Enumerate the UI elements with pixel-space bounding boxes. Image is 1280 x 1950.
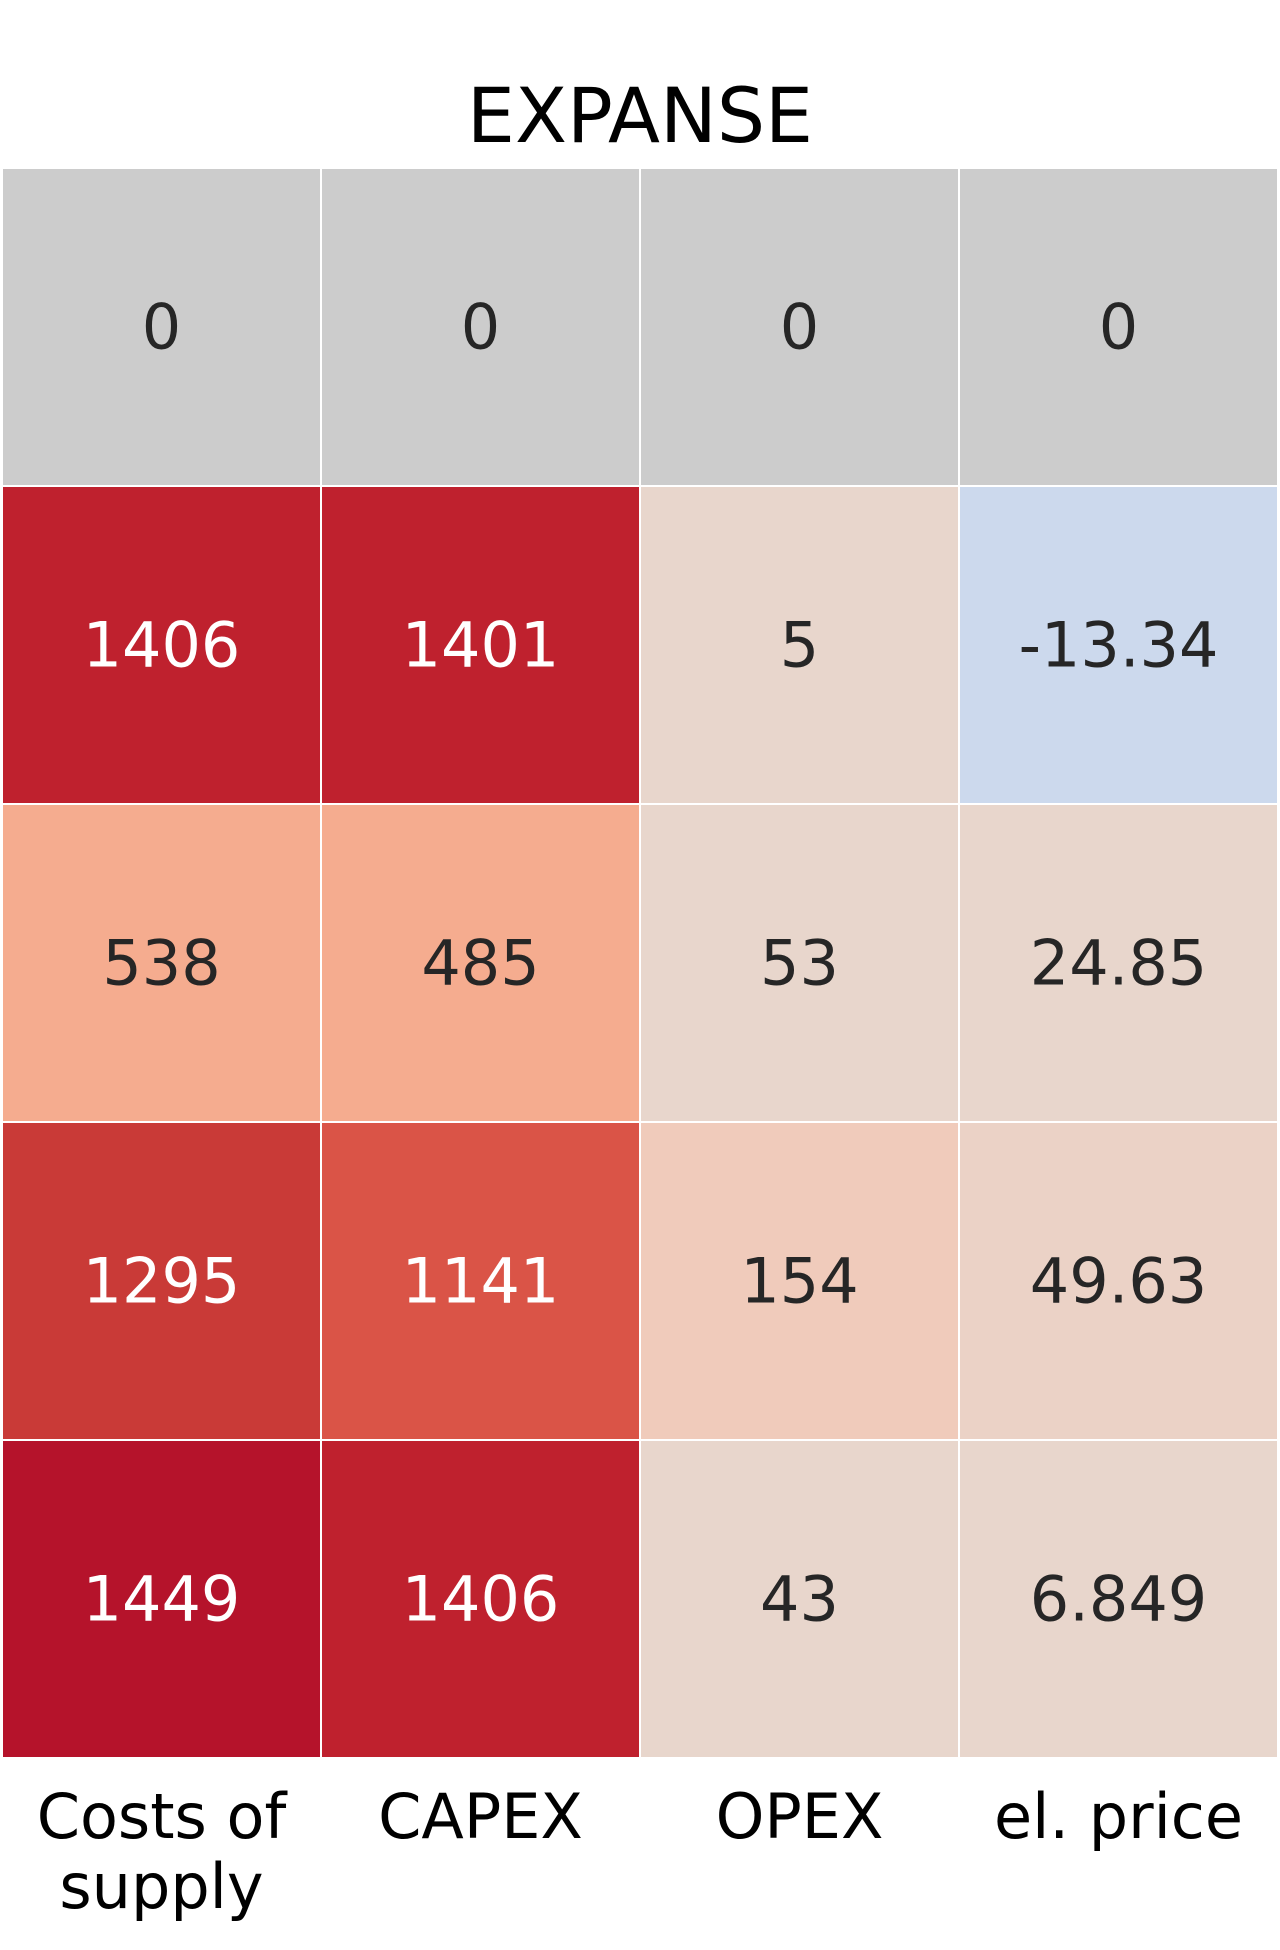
heatmap-cell-r1-c0	[1, 485, 322, 805]
x-tick-label-2: OPEX	[716, 1780, 884, 1853]
x-tick-label-3-line-0: el. price	[994, 1780, 1243, 1853]
cell-label-r3-c0: 1295	[83, 1245, 241, 1318]
cell-label-r1-c3: -13.34	[1019, 609, 1219, 682]
cell-label-r2-c1: 485	[421, 927, 539, 1000]
cell-label-r2-c3: 24.85	[1030, 927, 1208, 1000]
heatmap-cell-r1-c3	[958, 485, 1279, 805]
heatmap-cell-r1-c2	[639, 485, 960, 805]
cell-label-r4-c3: 6.849	[1030, 1563, 1208, 1636]
heatmap-cells	[1, 167, 1279, 1759]
cell-label-r1-c1: 1401	[402, 609, 560, 682]
heatmap-cell-r3-c2	[639, 1121, 960, 1441]
heatmap-cell-r0-c2	[639, 167, 960, 487]
heatmap-cell-r4-c2	[639, 1439, 960, 1759]
cell-label-r3-c1: 1141	[402, 1245, 560, 1318]
heatmap-cell-r3-c1	[320, 1121, 641, 1441]
heatmap-cell-r3-c3	[958, 1121, 1279, 1441]
heatmap-cell-r2-c1	[320, 803, 641, 1123]
heatmap-cell-r1-c1	[320, 485, 641, 805]
cell-label-r0-c2: 0	[780, 291, 819, 364]
heatmap-cell-labels: 0 0 0 0 1406 1401 5 -13.34 538 485 53 24.85 1295 1141…	[83, 291, 1219, 1636]
cell-label-r4-c1: 1406	[402, 1563, 560, 1636]
cell-label-r1-c0: 1406	[83, 609, 241, 682]
x-tick-label-1-line-0: CAPEX	[378, 1780, 583, 1853]
heatmap-cell-r4-c1	[320, 1439, 641, 1759]
cell-label-r4-c2: 43	[760, 1563, 839, 1636]
heatmap-cell-r3-c0	[1, 1121, 322, 1441]
heatmap-cell-r0-c1	[320, 167, 641, 487]
x-tick-label-0: Costs of supply	[37, 1780, 289, 1923]
cell-label-r4-c0: 1449	[83, 1563, 241, 1636]
cell-label-r2-c2: 53	[760, 927, 839, 1000]
x-axis-tick-labels: Costs of supply CAPEX OPEX el. price	[37, 1780, 1243, 1923]
x-tick-label-3: el. price	[994, 1780, 1243, 1853]
heatmap-cell-r0-c0	[1, 167, 322, 487]
cell-label-r1-c2: 5	[780, 609, 819, 682]
x-tick-label-1: CAPEX	[378, 1780, 583, 1853]
cell-label-r3-c3: 49.63	[1030, 1245, 1208, 1318]
x-tick-label-0-line-0: Costs of	[37, 1780, 289, 1853]
cell-label-r0-c1: 0	[461, 291, 500, 364]
heatmap-cell-r4-c0	[1, 1439, 322, 1759]
x-tick-label-0-line-1: supply	[59, 1850, 263, 1923]
heatmap-cell-r0-c3	[958, 167, 1279, 487]
cell-label-r3-c2: 154	[740, 1245, 858, 1318]
heatmap-cell-r2-c3	[958, 803, 1279, 1123]
cell-label-r0-c3: 0	[1099, 291, 1138, 364]
heatmap-cell-r4-c3	[958, 1439, 1279, 1759]
x-tick-label-2-line-0: OPEX	[716, 1780, 884, 1853]
cell-label-r0-c0: 0	[142, 291, 181, 364]
cell-label-r2-c0: 538	[102, 927, 220, 1000]
chart-title: EXPANSE	[467, 71, 813, 160]
